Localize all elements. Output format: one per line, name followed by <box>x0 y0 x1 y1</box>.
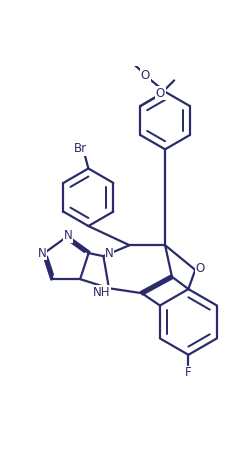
Text: N: N <box>105 247 114 261</box>
Text: N: N <box>63 229 72 242</box>
Text: O: O <box>141 69 150 82</box>
Text: N: N <box>38 246 46 260</box>
Text: F: F <box>185 366 192 379</box>
Text: Br: Br <box>74 142 87 155</box>
Text: NH: NH <box>93 286 110 299</box>
Text: O: O <box>196 262 205 275</box>
Text: O: O <box>156 87 165 100</box>
